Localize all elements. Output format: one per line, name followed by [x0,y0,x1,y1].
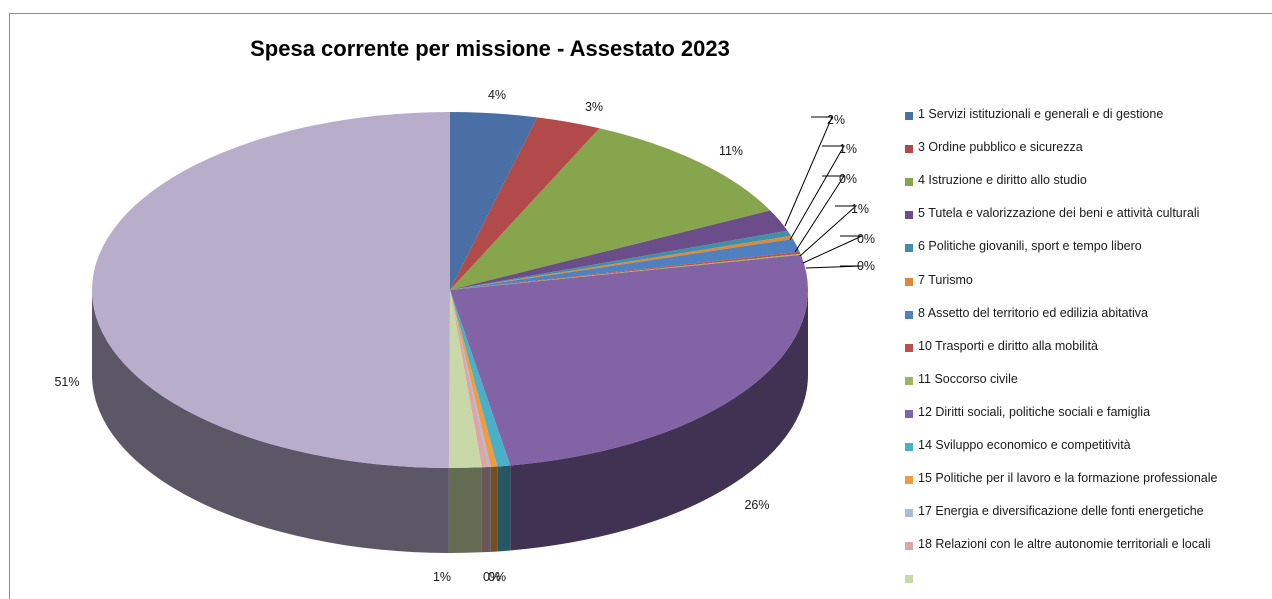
chart-frame [9,13,1272,599]
leader-line-s4 [789,145,845,241]
pie-side-walls [92,290,808,553]
pie-slice-14 [448,290,482,468]
legend-item: 15 Politiche per il lavoro e la formazio… [905,471,1272,491]
pie-slice-10 [450,290,511,467]
data-labels: 4%3%11%2%1%0%1%0%0%26%1% 0%0%51% [54,88,875,584]
legend-swatch [905,178,913,187]
legend-item: 1 Servizi istituzionali e generali e di … [905,107,1272,127]
data-label-s11: 0% [488,570,506,584]
legend-label: 17 Energia e diversificazione delle font… [918,504,1204,519]
legend-item [905,570,1272,590]
legend-swatch [905,277,913,286]
legend-label: 12 Diritti sociali, politiche sociali e … [918,404,1151,419]
leader-line-s6 [799,205,858,257]
pie-slice-9 [450,254,808,466]
legend-swatch [905,509,913,518]
legend-item: 6 Politiche giovanili, sport e tempo lib… [905,239,1272,259]
legend-label: 14 Sviluppo economico e competitività [918,438,1131,452]
legend-item: 4 Istruzione e diritto allo studio [905,173,1272,193]
legend-item: 18 Relazioni con le altre autonomie terr… [905,537,1272,557]
data-label-s2: 11% [719,144,743,158]
pie-slice-3 [450,210,788,290]
legend-item: 5 Tutela e valorizzazione dei beni e att… [905,206,1272,226]
legend-label: 7 Turismo [918,272,973,287]
leader-line-s3 [784,116,833,227]
legend-item: 8 Assetto del territorio ed edilizia abi… [905,306,1272,326]
legend-swatch [905,112,913,120]
legend-swatch [905,310,913,319]
pie-slice-2 [450,128,771,290]
pie-side-11 [490,466,498,552]
pie-slice-1 [450,117,600,291]
data-label-s0: 4% [488,88,506,102]
legend-swatch [905,376,913,385]
data-label-s1: 3% [585,100,603,114]
legend-label: 8 Assetto del territorio ed edilizia abi… [918,305,1148,320]
data-label-s10: 0% [483,570,501,584]
pie-side-9 [510,290,808,551]
data-label-s8: 0% [857,259,875,273]
data-label-s3: 2% [827,113,845,127]
pie-slice-4 [450,230,792,290]
legend-label: 18 Relazioni con le altre autonomie terr… [918,537,1211,552]
legend-item: 7 Turismo [905,273,1272,293]
pie-slice-0 [450,112,538,290]
leader-line-s5 [794,175,845,253]
legend-label: 15 Politiche per il lavoro e la formazio… [918,471,1218,486]
pie-top [92,112,808,468]
legend-swatch [905,575,913,584]
pie-slice-11 [450,290,498,467]
legend-label: 5 Tutela e valorizzazione dei beni e att… [918,206,1200,221]
pie-side-10 [497,465,511,552]
pie-slice-15 [92,112,450,468]
legend-swatch [905,443,913,451]
legend-swatch [905,476,913,485]
data-label-s9: 26% [744,498,769,512]
legend-swatch [905,145,913,154]
pie-slice-6 [450,238,800,290]
leader-line-s7 [802,235,863,264]
legend-swatch [905,409,913,418]
legend-item: 12 Diritti sociali, politiche sociali e … [905,405,1272,425]
pie-side-15 [92,290,449,553]
legend-label: 4 Istruzione e diritto allo studio [918,173,1087,188]
legend-item: 14 Sviluppo economico e competitività [905,438,1272,458]
pie-side-12 [488,466,491,552]
chart-title: Spesa corrente per missione - Assestato … [250,36,730,61]
legend-swatch [905,343,913,352]
pie-slice-5 [450,235,793,290]
legend-item: 10 Trasporti e diritto alla mobilità [905,339,1272,359]
data-label-s6: 1% [851,202,869,216]
legend-label: 1 Servizi istituzionali e generali e di … [918,107,1164,121]
legend-label: 10 Trasporti e diritto alla mobilità [918,338,1098,353]
legend-label: 11 Soccorso civile [918,371,1018,386]
legend-swatch [905,244,913,253]
pie-slice-8 [450,253,801,290]
data-label-s4: 1% [839,142,857,156]
pie-slice-13 [450,290,489,468]
pie-side-14 [448,467,482,553]
pie-side-13 [481,466,489,553]
pie-slice-12 [450,290,491,467]
data-label-s5: 0% [839,172,857,186]
data-label-s7: 0% [857,232,875,246]
legend-swatch [905,542,913,551]
data-label-s14: 1% [433,570,451,584]
legend-item: 17 Energia e diversificazione delle font… [905,504,1272,524]
pie-slice-7 [450,251,801,290]
legend-item: 3 Ordine pubblico e sicurezza [905,140,1272,160]
legend-label: 6 Politiche giovanili, sport e tempo lib… [918,239,1142,254]
leader-line-s8 [805,265,863,269]
legend-swatch [905,211,913,220]
data-label-s15: 51% [54,375,79,389]
legend-item: 11 Soccorso civile [905,372,1272,392]
legend-label: 3 Ordine pubblico e sicurezza [918,140,1083,155]
